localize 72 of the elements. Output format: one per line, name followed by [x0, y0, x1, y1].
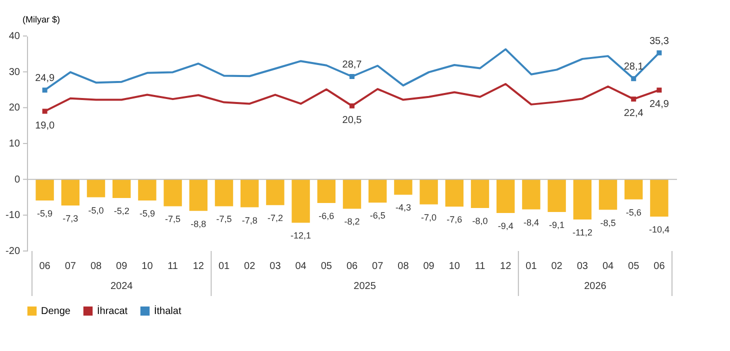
- data-label: -5,9: [139, 208, 155, 218]
- data-label: -5,9: [37, 208, 53, 218]
- data-label: 28,7: [342, 59, 362, 70]
- data-label: -11,2: [572, 227, 592, 238]
- y-tick-label: -10: [6, 210, 20, 222]
- legend-label: İhracat: [97, 305, 128, 318]
- x-tick-label: 10: [448, 261, 460, 272]
- x-tick-label: 07: [372, 261, 384, 272]
- x-tick-label: 01: [526, 261, 538, 272]
- x-tick-label: 06: [654, 261, 666, 272]
- data-label: -8,2: [344, 216, 360, 227]
- x-tick-label: 02: [244, 261, 256, 272]
- data-label: -9,4: [498, 221, 514, 232]
- data-label: -10,4: [648, 224, 670, 235]
- y-tick-label: 40: [8, 31, 20, 42]
- data-label: 35,3: [649, 36, 670, 47]
- data-label: -8,0: [472, 216, 488, 226]
- data-label: -7,5: [216, 214, 232, 224]
- data-label: -8,4: [523, 217, 539, 228]
- data-label: -8,8: [190, 218, 206, 229]
- x-tick-label: 10: [142, 261, 154, 272]
- x-tick-label: 03: [576, 261, 588, 272]
- x-tick-label: 02: [551, 261, 563, 272]
- data-label: 28,1: [624, 62, 644, 73]
- data-label: -5,0: [88, 205, 104, 216]
- y-tick-label: 0: [14, 174, 20, 186]
- data-label: -6,6: [318, 210, 334, 221]
- x-tick-label: 07: [64, 261, 76, 272]
- x-tick-label: 03: [270, 261, 282, 272]
- legend-label: Denge: [41, 306, 71, 318]
- data-label: -5,2: [114, 206, 130, 216]
- data-label: -7,5: [165, 214, 181, 224]
- data-label: 22,4: [624, 108, 644, 120]
- data-label: 24,9: [649, 99, 670, 110]
- x-tick-label: 12: [192, 261, 204, 272]
- x-tick-label: 06: [39, 261, 51, 272]
- data-label: -6,5: [370, 210, 386, 221]
- y-tick-label: 20: [8, 102, 20, 114]
- x-tick-label: 06: [346, 261, 358, 272]
- x-tick-label: 08: [398, 261, 410, 272]
- x-tick-label: 08: [90, 261, 102, 272]
- x-tick-label: 04: [295, 261, 307, 272]
- data-label: -7,0: [421, 212, 437, 222]
- data-label: -7,2: [267, 213, 283, 224]
- x-tick-label: 09: [423, 261, 435, 272]
- data-label: 19,0: [35, 120, 55, 132]
- x-tick-label: 04: [602, 261, 614, 272]
- x-tick-label: 09: [116, 261, 128, 272]
- data-label: -4,3: [395, 202, 411, 213]
- x-tick-label: 12: [500, 261, 512, 272]
- data-label: -7,6: [446, 214, 462, 225]
- x-tick-label: 05: [320, 261, 332, 272]
- text: 2025: [354, 281, 376, 292]
- x-tick-label: 11: [474, 261, 486, 272]
- x-tick-label: 01: [218, 261, 230, 272]
- data-label: 20,5: [342, 114, 362, 126]
- x-tick-label: 11: [168, 261, 178, 272]
- y-axis-title: (Milyar $): [22, 14, 60, 24]
- y-tick-label: 10: [8, 138, 20, 150]
- legend-label: İthalat: [154, 305, 182, 318]
- y-tick-label: 30: [8, 66, 20, 78]
- data-label: -5,6: [626, 207, 642, 218]
- text: 2026: [584, 281, 607, 292]
- data-label: -8,5: [600, 218, 616, 228]
- data-label: 24,9: [35, 73, 55, 84]
- data-label: -12,1: [290, 230, 312, 241]
- data-label: -9,1: [549, 220, 565, 230]
- y-tick-label: -20: [6, 246, 20, 257]
- x-tick-label: 05: [628, 261, 640, 272]
- data-label: -7,3: [62, 213, 78, 224]
- text: 2024: [110, 281, 134, 292]
- data-label: -7,8: [242, 215, 258, 226]
